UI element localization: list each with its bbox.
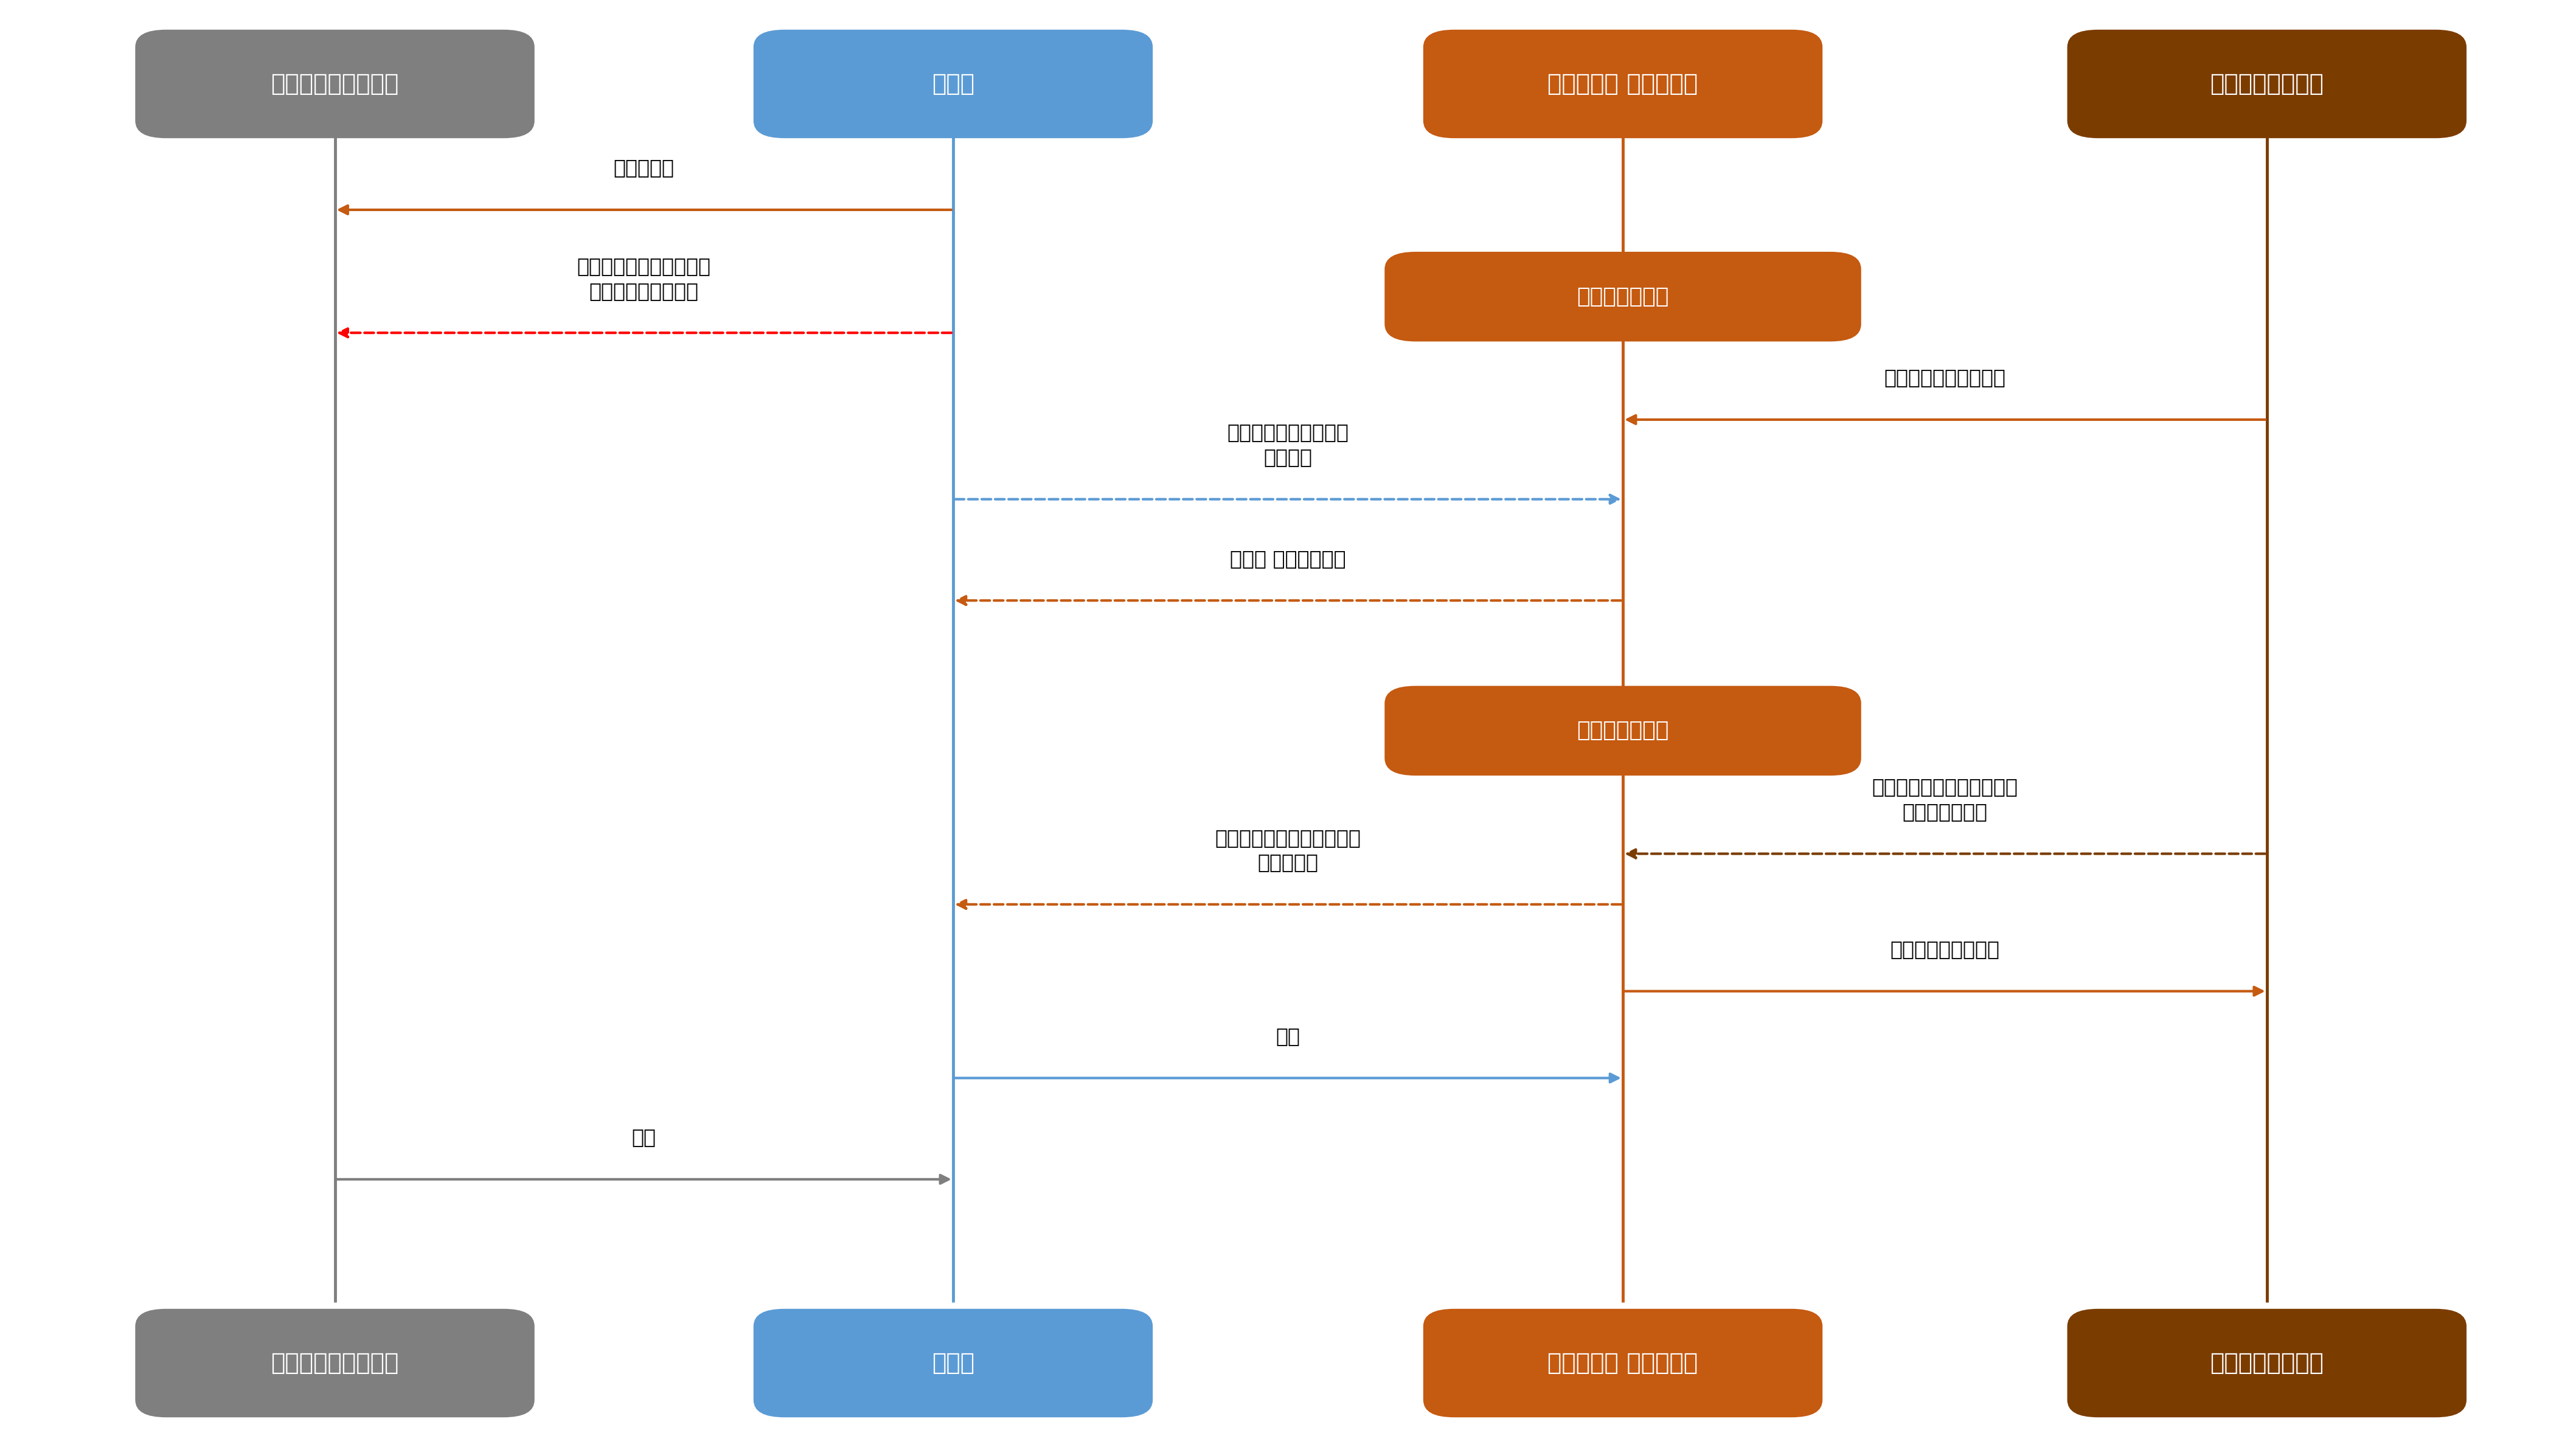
FancyBboxPatch shape	[1386, 252, 1860, 341]
Text: 回線状態の更新: 回線状態の更新	[1577, 287, 1669, 307]
FancyBboxPatch shape	[752, 1308, 1154, 1418]
Text: サーキット ブレーカー: サーキット ブレーカー	[1548, 1351, 1698, 1375]
Text: 回線が開いている場合は再
試行を停止: 回線が開いている場合は再 試行を停止	[1216, 828, 1360, 873]
Text: 実行: 実行	[1275, 1026, 1301, 1046]
Text: バブル エラーを戻す: バブル エラーを戻す	[1229, 548, 1347, 569]
Text: 再試行: 再試行	[933, 72, 974, 96]
Text: サーキット ブレーカー: サーキット ブレーカー	[1548, 72, 1698, 96]
FancyBboxPatch shape	[2069, 1308, 2468, 1418]
FancyBboxPatch shape	[137, 1308, 536, 1418]
Text: サービスを呼び出す: サービスを呼び出す	[1891, 939, 1999, 959]
Text: 結果を返す: 結果を返す	[613, 158, 675, 178]
Text: 実行: 実行	[631, 1127, 657, 1147]
Text: 試行タイムアウト: 試行タイムアウト	[2210, 1351, 2324, 1375]
FancyBboxPatch shape	[2069, 30, 2468, 139]
FancyBboxPatch shape	[1422, 30, 1824, 139]
Text: 再試行: 再試行	[933, 1351, 974, 1375]
Text: 試行タイムアウト: 試行タイムアウト	[2210, 72, 2324, 96]
FancyBboxPatch shape	[137, 30, 536, 139]
Text: 待機後、戦略を使用し
て再試行: 待機後、戦略を使用し て再試行	[1226, 423, 1350, 467]
Text: 回線状態の更新: 回線状態の更新	[1577, 721, 1669, 741]
FancyBboxPatch shape	[1422, 1308, 1824, 1418]
Text: 最大再試行回数に達した
場合はエラーを返す: 最大再試行回数に達した 場合はエラーを返す	[577, 256, 711, 301]
Text: エラーまたは処理された状
態コードを返す: エラーまたは処理された状 態コードを返す	[1873, 777, 2017, 822]
Text: 有効な結果が返される: 有効な結果が返される	[1883, 368, 2007, 388]
FancyBboxPatch shape	[752, 30, 1154, 139]
Text: 総要求タイムアウト: 総要求タイムアウト	[270, 1351, 399, 1375]
Text: 総要求タイムアウト: 総要求タイムアウト	[270, 72, 399, 96]
FancyBboxPatch shape	[1386, 686, 1860, 776]
